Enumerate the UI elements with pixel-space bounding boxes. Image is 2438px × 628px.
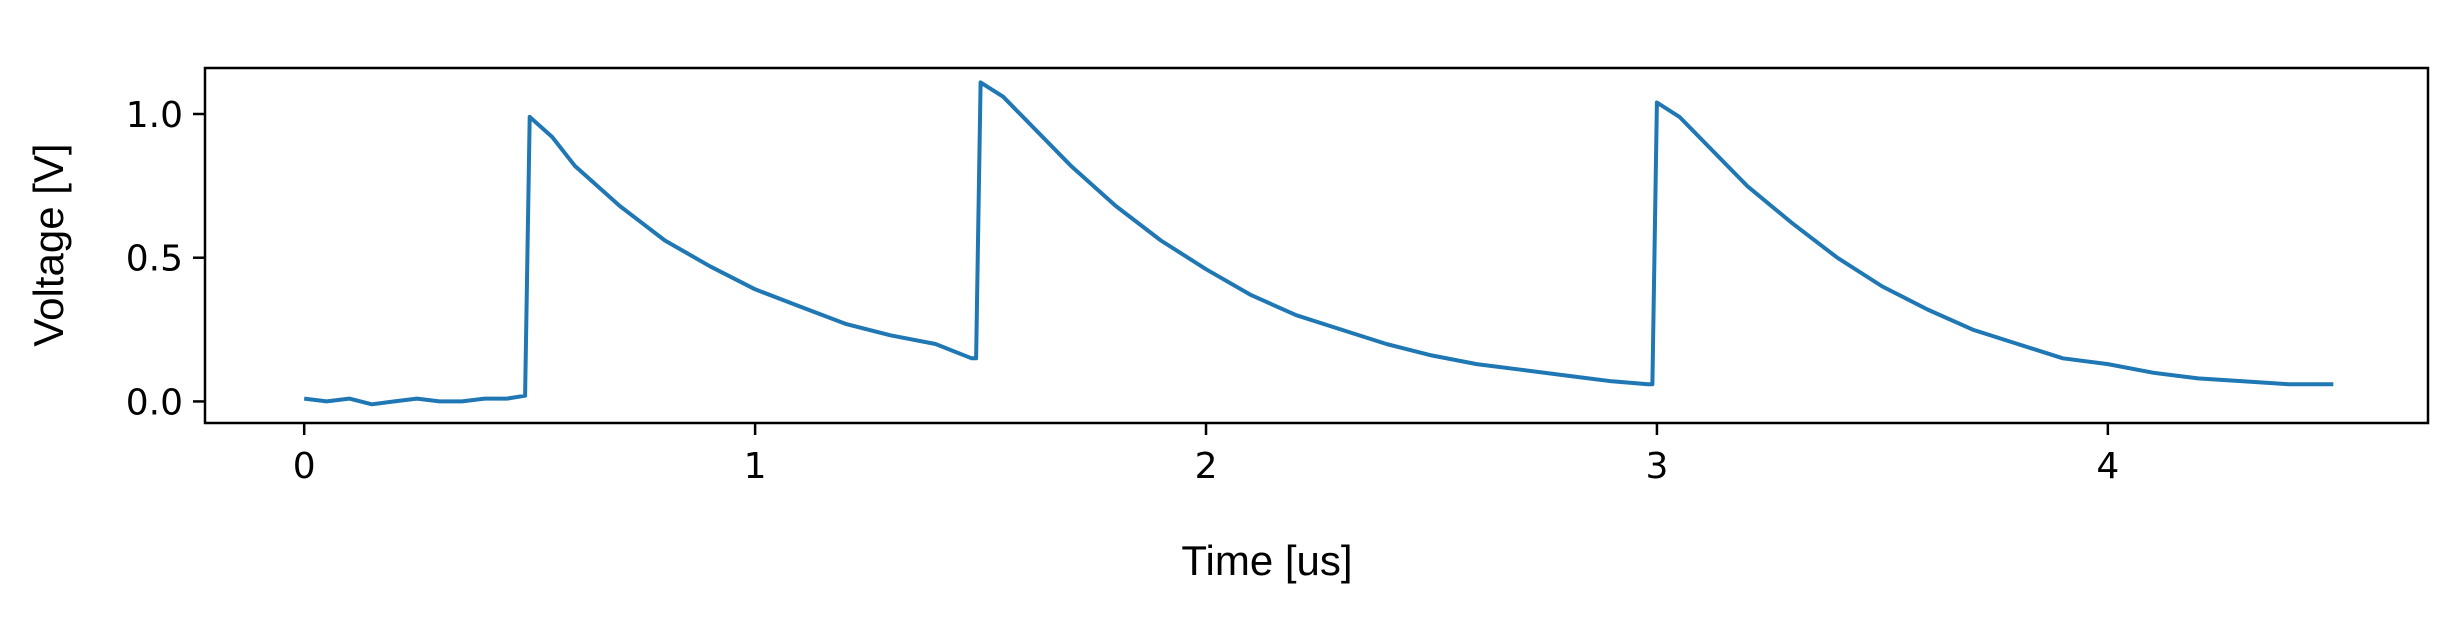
y-tick-label: 0.0 [126,382,183,423]
y-axis-label: Voltage [V] [25,143,72,346]
y-tick-label: 0.5 [126,239,183,280]
plot-background [205,68,2428,423]
y-tick-label: 1.0 [126,95,183,136]
x-axis-ticks: 0 1 2 3 4 [293,423,2119,487]
x-tick-label: 4 [2096,446,2119,487]
plot-frame [203,66,2430,425]
x-axis-label: Time [us] [1181,537,1352,584]
x-tick-label: 1 [744,446,767,487]
voltage-series-line [303,80,2334,407]
x-tick-label: 0 [293,446,316,487]
x-tick-label: 2 [1195,446,1218,487]
x-tick-label: 3 [1645,446,1668,487]
y-axis-ticks: 0.0 0.5 1.0 [126,95,205,423]
